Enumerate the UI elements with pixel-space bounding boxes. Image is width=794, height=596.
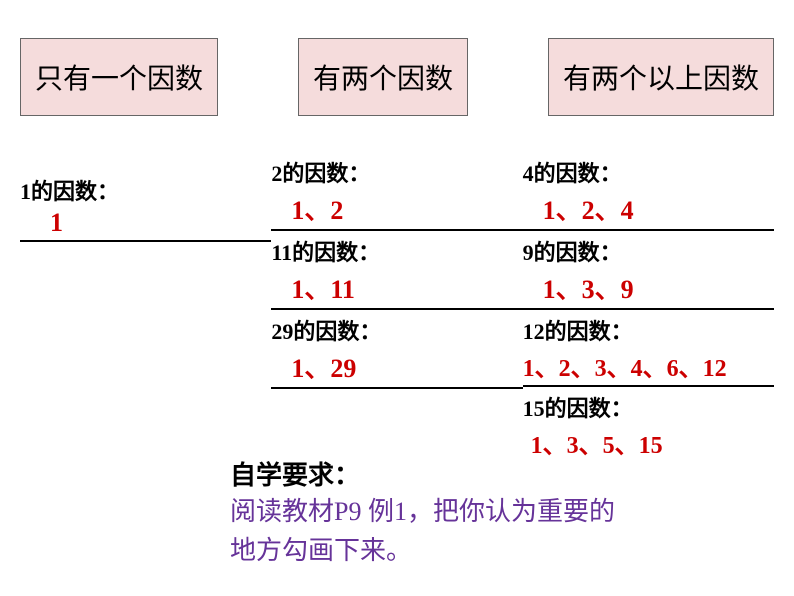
- factor-label-12: 12的因数：: [523, 314, 774, 346]
- header-row: 只有一个因数 有两个因数 有两个以上因数: [0, 0, 794, 116]
- column-two: 2的因数： 1、2 11的因数： 1、11 29的因数： 1、29: [271, 156, 522, 466]
- factor-label-29: 29的因数：: [271, 314, 522, 346]
- factor-label-2: 2的因数：: [271, 156, 522, 188]
- factor-label-15: 15的因数：: [523, 391, 774, 423]
- header-box-more-factors: 有两个以上因数: [548, 38, 774, 116]
- factor-value-29: 1、29: [271, 346, 522, 389]
- factor-item: 2的因数： 1、2: [271, 156, 522, 231]
- header-box-two-factors: 有两个因数: [298, 38, 468, 116]
- study-title: 自学要求：: [230, 455, 630, 492]
- factor-item: 15的因数： 1、3、5、15: [523, 391, 774, 462]
- content-row: 1的因数： 1 2的因数： 1、2 11的因数： 1、11 29的因数： 1、2…: [0, 116, 794, 466]
- factor-value-11: 1、11: [271, 267, 522, 310]
- factor-item: 9的因数： 1、3、9: [523, 235, 774, 310]
- factor-label-4: 4的因数：: [523, 156, 774, 188]
- factor-item: 12的因数： 1、2、3、4、6、12: [523, 314, 774, 387]
- factor-value-12: 1、2、3、4、6、12: [523, 346, 774, 387]
- factor-item: 29的因数： 1、29: [271, 314, 522, 389]
- factor-item: 11的因数： 1、11: [271, 235, 522, 310]
- factor-label-1: 1的因数：: [20, 174, 271, 206]
- factor-label-11: 11的因数：: [271, 235, 522, 267]
- factor-value-9: 1、3、9: [523, 267, 774, 310]
- factor-item: 4的因数： 1、2、4: [523, 156, 774, 231]
- factor-label-9: 9的因数：: [523, 235, 774, 267]
- factor-value-1: 1: [20, 206, 271, 242]
- factor-value-4: 1、2、4: [523, 188, 774, 231]
- header-box-one-factor: 只有一个因数: [20, 38, 218, 116]
- factor-value-2: 1、2: [271, 188, 522, 231]
- column-one: 1的因数： 1: [20, 156, 271, 466]
- factor-item: 1的因数： 1: [20, 174, 271, 242]
- study-text: 阅读教材P9 例1，把你认为重要的地方勾画下来。: [230, 492, 630, 570]
- study-section: 自学要求： 阅读教材P9 例1，把你认为重要的地方勾画下来。: [230, 455, 630, 570]
- column-three: 4的因数： 1、2、4 9的因数： 1、3、9 12的因数： 1、2、3、4、6…: [523, 156, 774, 466]
